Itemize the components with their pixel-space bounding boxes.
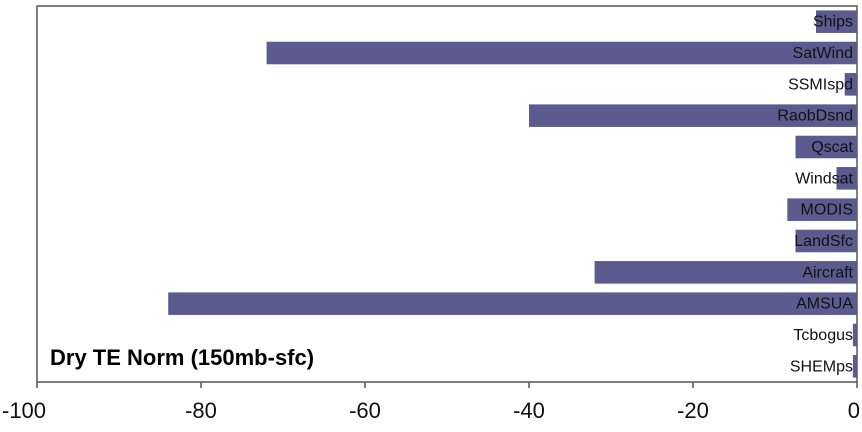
x-tick-label: -40	[513, 398, 545, 423]
chart-title: Dry TE Norm (150mb-sfc)	[50, 345, 314, 370]
category-label-landsfc: LandSfc	[794, 233, 853, 250]
bar-ships	[816, 10, 857, 33]
bar-aircraft	[594, 261, 857, 284]
bar-amsua	[168, 292, 857, 315]
x-tick-label: -60	[349, 398, 381, 423]
category-label-ships: Ships	[813, 14, 853, 31]
category-label-modis: MODIS	[801, 202, 853, 219]
category-label-windsat: Windsat	[795, 170, 853, 187]
category-label-ssmispd: SSMIspd	[788, 76, 853, 93]
category-label-raobdsnd: RaobDsnd	[777, 108, 853, 125]
category-label-aircraft: Aircraft	[802, 264, 853, 281]
category-label-shemps: SHEMps	[790, 358, 853, 375]
bar-satwind	[266, 41, 858, 65]
bar-ssmispd	[844, 73, 857, 96]
x-tick-label: -20	[677, 398, 709, 423]
bar-landsfc	[795, 229, 857, 253]
bar-qscat	[795, 135, 857, 159]
category-label-satwind: SatWind	[793, 45, 853, 62]
bar-modis	[787, 198, 857, 221]
x-tick-label: -80	[185, 398, 217, 423]
category-label-qscat: Qscat	[811, 139, 853, 156]
category-label-tcbogus: Tcbogus	[793, 327, 853, 344]
x-tick-label: 0	[848, 398, 860, 423]
plot-area	[36, 5, 858, 383]
bar-tcbogus	[852, 323, 857, 347]
bar-shemps	[852, 355, 857, 378]
x-tick-label: -100	[2, 398, 46, 423]
bar-windsat	[836, 167, 857, 190]
category-labels: Ships SatWind SSMIspd RaobDsnd Qscat Windsat M…	[777, 14, 853, 376]
bars-group	[168, 10, 858, 378]
category-label-amsua: AMSUA	[796, 296, 853, 313]
x-axis: -100 -80 -60 -40 -20 0	[2, 382, 860, 423]
bar-raobdsnd	[529, 104, 857, 127]
